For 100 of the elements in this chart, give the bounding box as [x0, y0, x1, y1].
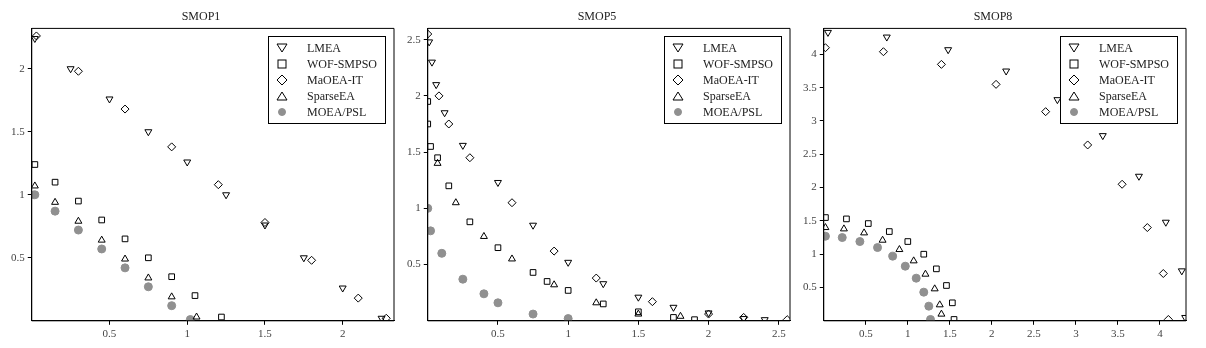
- point: [479, 231, 488, 239]
- point: [338, 285, 347, 293]
- point: [1117, 179, 1127, 189]
- point: [634, 294, 643, 302]
- point: [493, 179, 502, 187]
- point: [434, 91, 444, 101]
- point: [508, 254, 516, 262]
- point: [31, 31, 41, 41]
- point: [75, 197, 82, 205]
- point: [647, 297, 657, 307]
- legend-label: WOF-SMPSO: [1098, 56, 1169, 73]
- point: [782, 315, 790, 321]
- x-tick-label: 2.5: [1027, 327, 1042, 340]
- point: [433, 158, 442, 166]
- point: [944, 47, 953, 55]
- legend-label: SparseEA: [306, 88, 355, 105]
- point: [213, 180, 223, 190]
- point: [925, 314, 935, 321]
- point: [260, 217, 270, 227]
- point: [823, 29, 832, 37]
- legend-label: MOEA/PSL: [702, 104, 763, 121]
- point: [599, 281, 608, 289]
- point: [885, 228, 893, 235]
- point: [550, 280, 559, 288]
- point: [937, 309, 946, 317]
- point: [933, 265, 940, 273]
- chart-title: SMOP1: [181, 9, 221, 24]
- point: [919, 287, 929, 297]
- point: [1002, 68, 1011, 76]
- point: [191, 292, 199, 299]
- chart-title: SMOP8: [973, 9, 1013, 24]
- legend-label: MaOEA-IT: [1098, 72, 1155, 89]
- x-tick-label: 0.5: [102, 327, 117, 340]
- y-tick-label: 3: [811, 113, 818, 126]
- point: [860, 228, 869, 236]
- point: [837, 233, 847, 243]
- point: [31, 181, 39, 189]
- point: [97, 235, 106, 243]
- y-tick-label: 2.5: [407, 32, 422, 45]
- point: [895, 245, 904, 253]
- point: [427, 39, 434, 47]
- x-tick-label: 1: [905, 327, 911, 340]
- x-tick-label: 0.5: [858, 327, 874, 340]
- point: [50, 206, 60, 216]
- point: [529, 269, 537, 276]
- point: [440, 110, 449, 118]
- point: [823, 223, 830, 231]
- point: [878, 235, 887, 243]
- point: [528, 309, 538, 319]
- y-tick-label: 1.5: [11, 124, 26, 137]
- point: [31, 35, 39, 43]
- point: [144, 273, 153, 281]
- y-tick-label: 1.5: [407, 145, 422, 157]
- point: [930, 284, 939, 292]
- point: [921, 269, 930, 277]
- point: [591, 273, 601, 283]
- point: [1177, 268, 1186, 276]
- x-tick-label: 1.5: [258, 327, 273, 340]
- x-tick-label: 1.5: [631, 327, 646, 340]
- y-tick-label: 0.5: [803, 280, 818, 293]
- point: [458, 142, 467, 150]
- y-tick-label: 0.5: [11, 250, 26, 263]
- point: [51, 197, 60, 205]
- point: [839, 224, 848, 232]
- point: [218, 313, 225, 321]
- point: [428, 59, 436, 67]
- legend-label: LMEA: [306, 40, 341, 57]
- legend-label: SparseEA: [1098, 88, 1147, 105]
- point: [1142, 223, 1152, 233]
- y-tick-label: 0.5: [407, 257, 422, 270]
- y-tick-label: 1: [811, 247, 817, 260]
- point: [444, 119, 454, 129]
- point: [507, 198, 517, 208]
- point: [479, 289, 489, 299]
- point: [1163, 314, 1173, 321]
- x-tick-label: 2.5: [771, 327, 787, 340]
- point: [307, 255, 317, 265]
- y-tick-label: 2: [811, 180, 817, 193]
- point: [31, 161, 39, 168]
- point: [466, 218, 474, 226]
- point: [168, 273, 175, 281]
- chart-title: SMOP5: [577, 9, 617, 24]
- point: [1161, 219, 1170, 227]
- point: [592, 298, 601, 306]
- point: [904, 238, 912, 245]
- y-tick-label: 4: [811, 47, 818, 60]
- point: [299, 255, 308, 263]
- x-tick-label: 1: [184, 327, 190, 340]
- x-tick-label: 4: [1157, 327, 1164, 340]
- point: [563, 314, 573, 321]
- point: [911, 273, 921, 283]
- y-tick-label: 1.5: [803, 213, 818, 226]
- point: [73, 66, 83, 76]
- x-tick-label: 2: [989, 327, 995, 340]
- y-tick-label: 2.5: [803, 147, 818, 160]
- point: [121, 254, 129, 262]
- point: [31, 190, 40, 200]
- point: [427, 226, 436, 236]
- legend-label: WOF-SMPSO: [702, 56, 773, 73]
- point: [900, 261, 910, 271]
